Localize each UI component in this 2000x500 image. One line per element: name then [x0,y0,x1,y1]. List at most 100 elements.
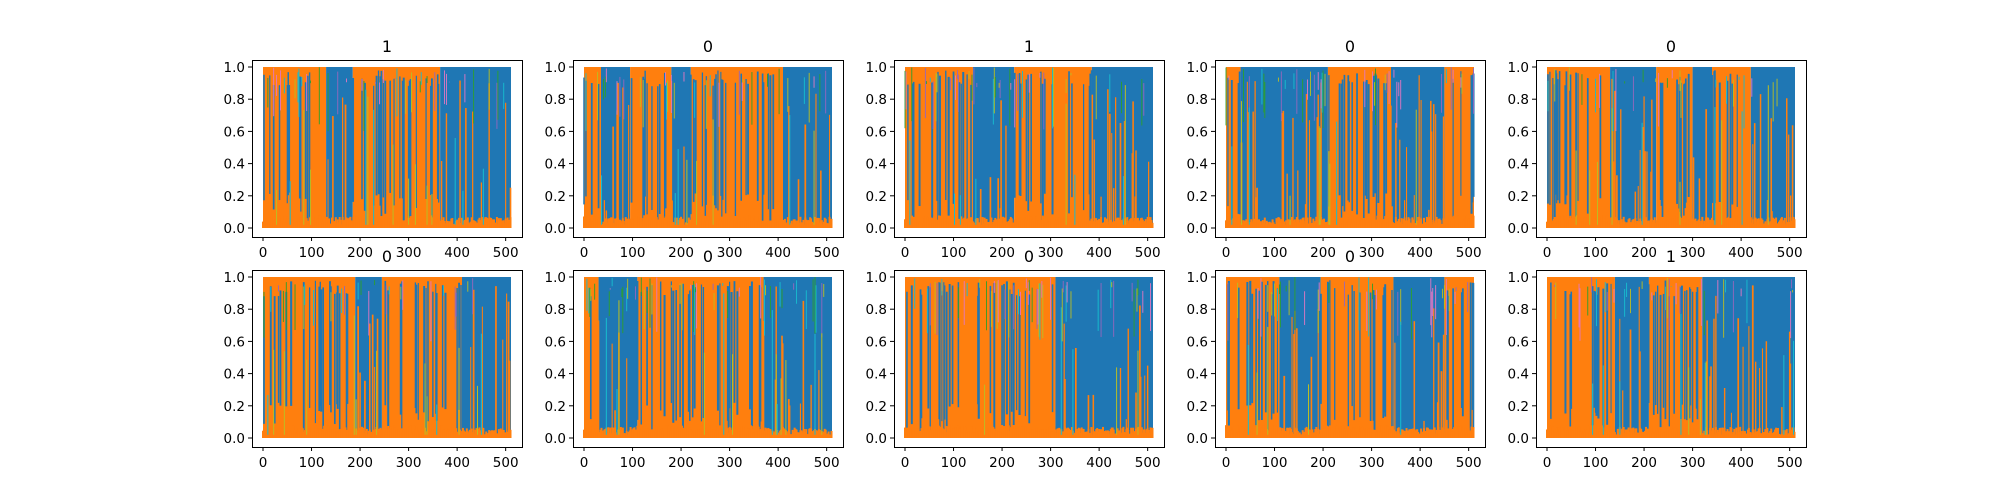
y-tick-label: 1.0 [545,270,566,286]
segment-orange-3 [637,277,764,438]
y-tick-label: 0.4 [545,367,566,383]
subplot-5: 0 0.0 0.2 0.4 0.6 0.8 1.0 0 100 200 300 400 500 [1508,37,1807,261]
series-blue-trace [906,281,1054,435]
segment-blue-4 [671,67,691,228]
x-tick-label: 400 [1086,245,1112,261]
y-tick-label: 0.8 [1187,302,1208,318]
segment-blue-2 [598,277,638,438]
series-orange-trace [262,286,512,438]
x-tick-label: 100 [1583,455,1609,471]
series-orange-trace [262,80,512,228]
x-tick-label: 400 [765,455,791,471]
x-tick-label: 300 [717,455,743,471]
y-tick-label: 1.0 [1508,270,1529,286]
y-tick-label: 0.2 [224,399,245,415]
y-tick-label: 1.0 [545,60,566,76]
x-tick-label: 100 [299,245,325,261]
plot-area [1225,277,1475,438]
x-tick-label: 500 [1135,455,1161,471]
y-tick-label: 0.2 [1508,399,1529,415]
x-tick-label: 100 [620,245,646,261]
subplot-6: 0 0.0 0.2 0.4 0.6 0.8 1.0 0 100 200 300 400 500 [224,247,523,471]
series-orange-trace [904,89,1154,228]
series-blue-trace [589,281,762,435]
x-tick-label: 200 [1310,455,1336,471]
x-tick-label: 100 [299,455,325,471]
x-tick-label: 300 [717,245,743,261]
segment-orange-5 [1712,67,1751,228]
x-tick-label: 200 [347,245,373,261]
plot-area [583,277,833,438]
subplot-title: 0 [382,247,392,266]
x-tick-label: 0 [259,245,268,261]
series-blue-trace [1227,71,1475,223]
x-axis: 0 100 200 300 400 500 [1222,237,1482,261]
y-tick-label: 0.6 [1508,124,1529,140]
plot-area [1546,277,1796,438]
y-tick-label: 0.0 [866,221,887,237]
segment-blue-6 [782,67,832,228]
x-tick-label: 300 [396,455,422,471]
x-tick-label: 400 [1407,455,1433,471]
x-tick-label: 500 [1456,245,1482,261]
x-axis: 0 100 200 300 400 500 [580,447,840,471]
subplot-title: 0 [703,247,713,266]
segment-blue-4 [1692,67,1713,228]
y-tick-label: 0.2 [545,399,566,415]
y-tick-label: 0.0 [1508,431,1529,447]
y-tick-label: 0.6 [224,334,245,350]
series-accent-traces [904,67,1145,225]
y-axis: 0.0 0.2 0.4 0.6 0.8 1.0 [224,60,252,237]
x-tick-label: 500 [493,245,519,261]
segment-blue-2 [1614,277,1649,438]
y-tick-label: 0.6 [866,124,887,140]
segment-blue-2 [600,67,631,228]
x-axis: 0 100 200 300 400 500 [1222,447,1482,471]
subplot-title: 0 [1345,37,1355,56]
x-tick-label: 400 [444,245,470,261]
y-tick-label: 0.8 [545,92,566,108]
y-tick-label: 0.0 [224,221,245,237]
x-tick-label: 300 [1359,455,1385,471]
axes-frame [573,60,844,238]
x-tick-label: 500 [1777,245,1803,261]
segment-orange-3 [1327,67,1392,228]
y-tick-label: 0.8 [1187,92,1208,108]
y-tick-label: 0.2 [1508,189,1529,205]
y-axis: 0.0 0.2 0.4 0.6 0.8 1.0 [545,60,573,237]
y-tick-label: 0.4 [545,157,566,173]
x-tick-label: 100 [941,455,967,471]
y-tick-label: 0.4 [866,367,887,383]
axes-frame [894,270,1165,448]
plot-area [262,67,512,228]
axes-frame [573,270,844,448]
subplot-1: 1 0.0 0.2 0.4 0.6 0.8 1.0 0 100 200 300 400 500 [224,37,523,261]
x-tick-label: 0 [901,245,910,261]
x-tick-label: 300 [1038,455,1064,471]
plot-area [904,277,1154,438]
subplot-10: 1 0.0 0.2 0.4 0.6 0.8 1.0 0 100 200 300 400 500 [1508,247,1807,471]
series-blue-trace [583,70,775,223]
x-tick-label: 100 [620,455,646,471]
segment-blue-2 [326,67,353,228]
x-tick-label: 200 [989,245,1015,261]
segment-orange-1 [263,67,327,228]
y-tick-label: 0.0 [866,431,887,447]
x-axis: 0 100 200 300 400 500 [901,447,1161,471]
subplot-title: 0 [1666,37,1676,56]
series-accent-traces [586,277,825,435]
series-accent-traces [267,67,505,225]
y-tick-label: 1.0 [866,60,887,76]
x-tick-label: 500 [1777,455,1803,471]
series-accent-traces [914,277,1152,435]
y-tick-label: 0.2 [1187,399,1208,415]
y-tick-label: 0.2 [866,189,887,205]
segment-orange-1 [1226,67,1241,228]
y-tick-label: 0.8 [1508,302,1529,318]
y-tick-label: 0.6 [224,124,245,140]
x-tick-label: 400 [444,455,470,471]
segment-blue-2 [1279,277,1321,438]
x-tick-label: 500 [493,455,519,471]
series-blue-trace [907,70,1092,225]
x-tick-label: 400 [1086,455,1112,471]
